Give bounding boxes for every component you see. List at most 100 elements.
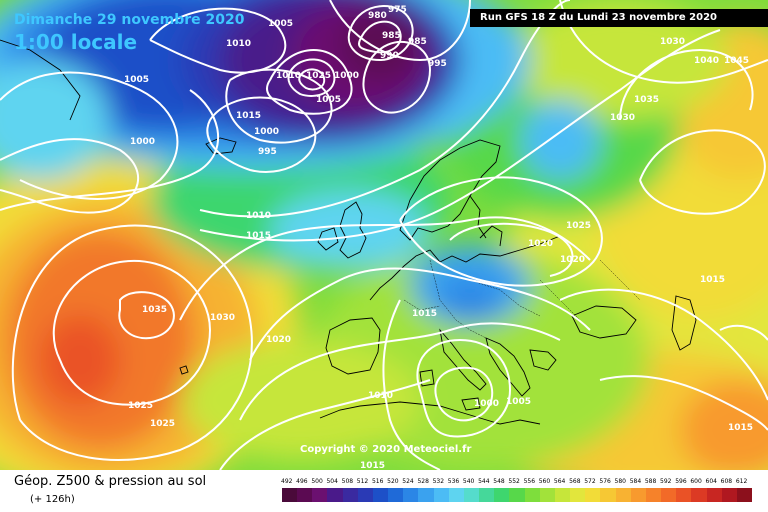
scale-value-label: 588 <box>644 478 657 485</box>
isobar-label: 1030 <box>210 313 235 323</box>
scale-swatch <box>357 488 374 502</box>
scale-value-label: 596 <box>675 478 687 485</box>
scale-value-label: 564 <box>553 478 566 485</box>
isobar-label: 1010 <box>226 39 251 49</box>
scale-value-label: 552 <box>508 478 520 485</box>
isobar-label: 1000 <box>334 71 359 81</box>
scale-swatch <box>494 488 510 502</box>
isobar-label: 1030 <box>610 113 635 123</box>
isobar-label: 1010 <box>276 71 301 81</box>
scale-value-label: 520 <box>387 478 399 485</box>
scale-value-label: 576 <box>599 478 611 485</box>
isobar-label: 1015 <box>236 111 261 121</box>
scale-value-label: 500 <box>311 478 323 485</box>
isobar-label: 1030 <box>660 37 685 47</box>
scale-swatch <box>630 488 647 502</box>
scale-swatch <box>600 488 617 502</box>
scale-swatch <box>736 488 753 502</box>
scale-swatch <box>327 488 344 502</box>
isobar-label: 1000 <box>130 137 155 147</box>
scale-value-label: 604 <box>705 478 717 485</box>
isobar-label: 1035 <box>142 305 167 315</box>
weather-map: 1005 980 975 1010 985 985 1030 1005 990 … <box>0 0 768 470</box>
isobar-label: 1015 <box>246 231 271 241</box>
isobar-label: 1015 <box>700 275 725 285</box>
weather-map-canvas: 1005 980 975 1010 985 985 1030 1005 990 … <box>0 0 768 470</box>
scale-swatch <box>433 488 450 502</box>
isobar-label: 1015 <box>360 461 385 470</box>
scale-swatch <box>554 488 571 502</box>
scale-swatch <box>372 488 389 502</box>
scale-value-label: 504 <box>326 478 338 485</box>
isobar-label: 1025 <box>150 419 175 429</box>
scale-swatch <box>539 488 556 502</box>
isobar-label: 1005 <box>506 397 531 407</box>
isobar-label: 1020 <box>266 335 291 345</box>
scale-value-label: 560 <box>538 478 551 485</box>
isobar-label: 1010 <box>246 211 271 221</box>
scale-value-label: 532 <box>432 478 445 485</box>
scale-swatch <box>448 488 465 502</box>
isobar-label: 1025 <box>306 71 331 81</box>
isobar-label: 1035 <box>634 95 659 105</box>
scale-value-label: 508 <box>341 478 354 485</box>
copyright-notice: Copyright © 2020 Meteociel.fr <box>300 444 472 455</box>
scale-value-label: 544 <box>478 478 490 485</box>
scale-value-label: 536 <box>447 478 460 485</box>
scale-swatch <box>721 488 738 502</box>
isobar-label: 990 <box>380 51 399 61</box>
scale-swatch <box>645 488 662 502</box>
isobar-label: 1015 <box>412 309 437 319</box>
scale-swatch <box>342 488 359 502</box>
isobar-label: 1015 <box>728 423 753 433</box>
isobar-label: 1040 <box>694 56 719 66</box>
scale-value-label: 540 <box>462 478 475 485</box>
isobar-labels: 1005 980 975 1010 985 985 1030 1005 990 … <box>124 5 753 470</box>
scale-value-label: 580 <box>614 478 626 485</box>
isobar-label: 1005 <box>124 75 149 85</box>
isobar-label: 985 <box>382 31 401 41</box>
forecast-lead-time: (+ 126h) <box>30 494 75 505</box>
scale-value-label: 524 <box>402 478 414 485</box>
scale-value-label: 584 <box>629 478 642 485</box>
scale-swatch <box>418 488 435 502</box>
scale-value-label: 496 <box>296 478 308 485</box>
isobar-label: 1000 <box>474 399 499 409</box>
scale-value-label: 568 <box>569 478 581 485</box>
scale-swatch <box>706 488 723 502</box>
scale-swatch <box>312 488 328 502</box>
isobar-label: 985 <box>408 37 427 47</box>
scale-swatch <box>388 488 404 502</box>
isobar-label: 980 <box>368 11 387 21</box>
scale-swatch <box>509 488 526 502</box>
isobar-label: 995 <box>428 59 447 69</box>
scale-value-label: 600 <box>690 478 702 485</box>
scale-value-label: 548 <box>493 478 505 485</box>
scale-value-label: 516 <box>371 478 384 485</box>
isobar-label: 995 <box>258 147 277 157</box>
scale-value-label: 608 <box>720 478 733 485</box>
scale-swatch <box>615 488 632 502</box>
isobar-label: 975 <box>388 5 407 15</box>
isobars <box>0 0 768 470</box>
scale-swatch <box>570 488 586 502</box>
scale-value-label: 492 <box>281 478 293 485</box>
isobar-label: 1000 <box>254 127 279 137</box>
scale-value-label: 572 <box>584 478 596 485</box>
coastlines <box>0 39 697 425</box>
scale-value-label: 512 <box>356 478 369 485</box>
run-banner: Run GFS 18 Z du Lundi 23 novembre 2020 <box>470 9 768 27</box>
forecast-date: Dimanche 29 novembre 2020 <box>14 12 245 28</box>
isobar-label: 1020 <box>560 255 585 265</box>
scale-swatch <box>524 488 541 502</box>
scale-swatch <box>676 488 692 502</box>
scale-value-label: 592 <box>660 478 672 485</box>
isobar-label: 1010 <box>368 391 393 401</box>
scale-swatch <box>297 488 313 502</box>
scale-swatch <box>661 488 677 502</box>
isobar-label: 1025 <box>128 401 153 411</box>
geopotential-field <box>0 0 768 470</box>
scale-swatch <box>403 488 419 502</box>
scale-value-label: 612 <box>735 478 748 485</box>
scale-swatch <box>585 488 601 502</box>
